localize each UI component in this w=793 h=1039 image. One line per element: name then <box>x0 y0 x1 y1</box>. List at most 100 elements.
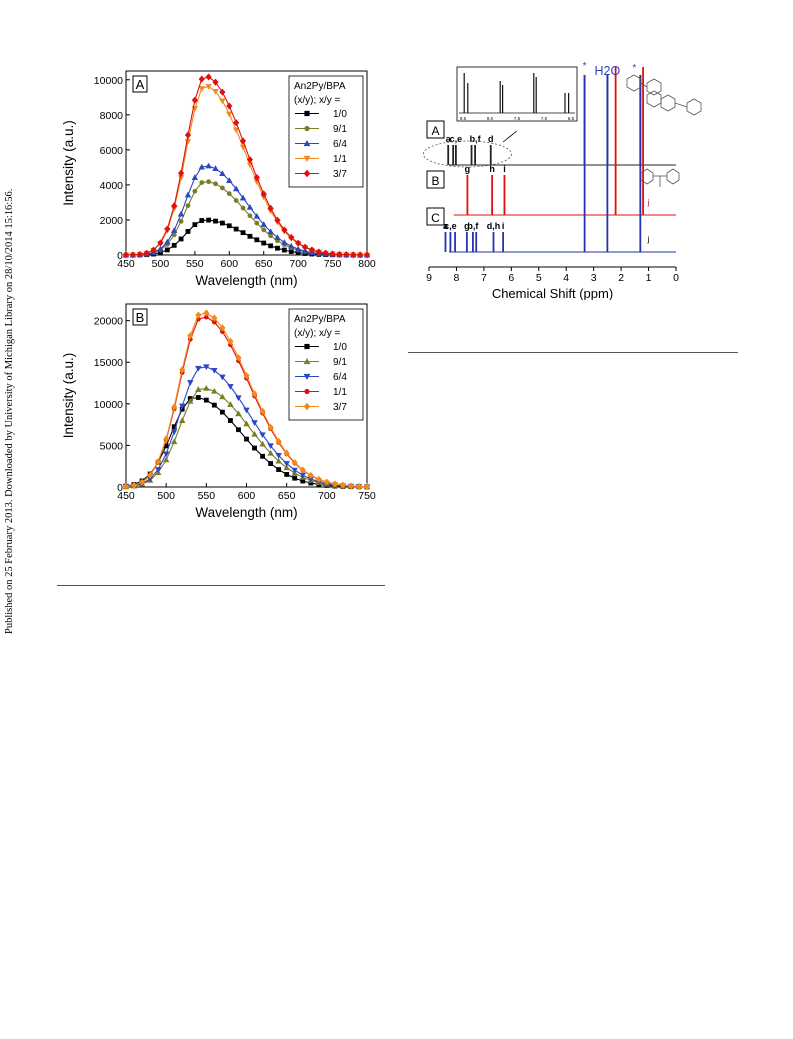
data-point <box>228 418 233 423</box>
x-tick-label: 1 <box>646 272 652 284</box>
data-point <box>226 102 233 110</box>
legend-entry-9/1: 9/1 <box>295 124 347 135</box>
data-point <box>155 458 162 466</box>
inset-tick-label: 8.5 <box>460 116 467 121</box>
data-point <box>260 190 267 198</box>
data-point <box>147 471 154 479</box>
data-point <box>226 177 233 183</box>
data-point <box>291 467 298 474</box>
x-tick-label: 7 <box>481 272 487 284</box>
data-point <box>363 483 371 491</box>
data-point <box>195 386 202 392</box>
data-point <box>220 409 225 415</box>
data-point <box>198 75 205 83</box>
molecule-ring <box>626 74 642 92</box>
data-point <box>275 457 282 464</box>
data-point <box>143 249 150 257</box>
peak-label: i <box>503 164 506 174</box>
data-point <box>292 475 298 481</box>
data-point <box>283 464 290 471</box>
data-point <box>178 236 184 242</box>
inset-frame <box>456 66 578 122</box>
data-point <box>184 191 192 198</box>
x-axis-label: Wavelength (nm) <box>195 273 297 288</box>
series-3/7 <box>122 73 371 259</box>
legend-marker <box>303 357 311 365</box>
peak-label: c,e <box>450 134 463 144</box>
data-point <box>259 407 266 415</box>
legend-box <box>288 308 364 421</box>
x-tick-label: 750 <box>358 490 376 502</box>
y-tick-label: 5000 <box>100 440 124 452</box>
data-point <box>252 445 257 451</box>
data-point <box>322 249 329 257</box>
data-point <box>170 429 178 436</box>
data-point <box>219 324 226 332</box>
data-point <box>154 467 162 473</box>
y-axis-label: Intensity (a.u.) <box>61 353 76 439</box>
peak-label: g <box>464 221 470 231</box>
data-point <box>219 170 226 176</box>
panel-label-box <box>132 308 148 326</box>
data-point <box>130 481 138 489</box>
panel-label-box <box>132 75 148 93</box>
emission-chart-b: 450 500 550 600 650 700 750 0 5000 10000 15000 2000… <box>61 303 376 520</box>
data-point <box>233 119 240 127</box>
data-point <box>212 165 219 171</box>
data-point <box>308 246 316 254</box>
y-tick-label: 20000 <box>94 316 123 328</box>
data-point <box>357 251 364 259</box>
data-point <box>329 250 336 258</box>
legend-entry-9/1: 9/1 <box>295 357 347 368</box>
legend-label: 1/1 <box>333 154 347 165</box>
data-point <box>251 420 258 426</box>
legend-marker <box>304 110 310 117</box>
legend-label: 3/7 <box>333 169 347 180</box>
legend-label: 3/7 <box>333 402 347 413</box>
data-point <box>162 456 170 463</box>
data-point <box>275 453 282 459</box>
y-tick-label: 10000 <box>94 399 123 411</box>
data-point <box>177 210 185 217</box>
x-tick-label: 650 <box>278 490 296 502</box>
data-point <box>206 179 212 185</box>
peak-label: b,f <box>470 134 482 144</box>
trace-label-box <box>426 120 445 139</box>
panel-label: B <box>136 310 145 325</box>
data-point <box>179 417 186 423</box>
data-point <box>187 380 194 386</box>
data-point <box>363 251 371 259</box>
data-point <box>157 245 164 252</box>
legend-marker <box>303 373 311 381</box>
data-point <box>163 435 170 443</box>
data-point <box>195 395 201 400</box>
data-point <box>323 478 330 486</box>
data-point <box>295 239 302 247</box>
y-tick-label: 0 <box>117 482 123 494</box>
data-point <box>235 354 242 362</box>
data-point <box>291 458 298 467</box>
data-point <box>184 131 192 139</box>
peak-label: h <box>489 164 495 174</box>
data-point <box>171 242 177 248</box>
data-point <box>205 84 212 90</box>
data-point <box>171 403 178 411</box>
data-point <box>281 247 287 253</box>
trace-B: Bg h i j <box>426 67 676 216</box>
inset-tick-label: 7.0 <box>541 116 548 121</box>
x-tick-label: 2 <box>618 272 624 284</box>
trace-label: B <box>431 174 439 188</box>
legend-box <box>288 75 364 188</box>
peak-label: g <box>465 164 471 174</box>
data-point <box>246 156 254 164</box>
data-point <box>336 250 343 258</box>
data-point <box>136 250 143 258</box>
data-point <box>191 174 199 180</box>
zoom-arrow <box>502 130 518 143</box>
data-point <box>205 162 212 169</box>
data-point <box>138 478 146 486</box>
data-point <box>294 245 302 252</box>
data-point <box>331 480 338 488</box>
data-point <box>267 423 274 431</box>
legend-label: 1/1 <box>333 387 347 398</box>
